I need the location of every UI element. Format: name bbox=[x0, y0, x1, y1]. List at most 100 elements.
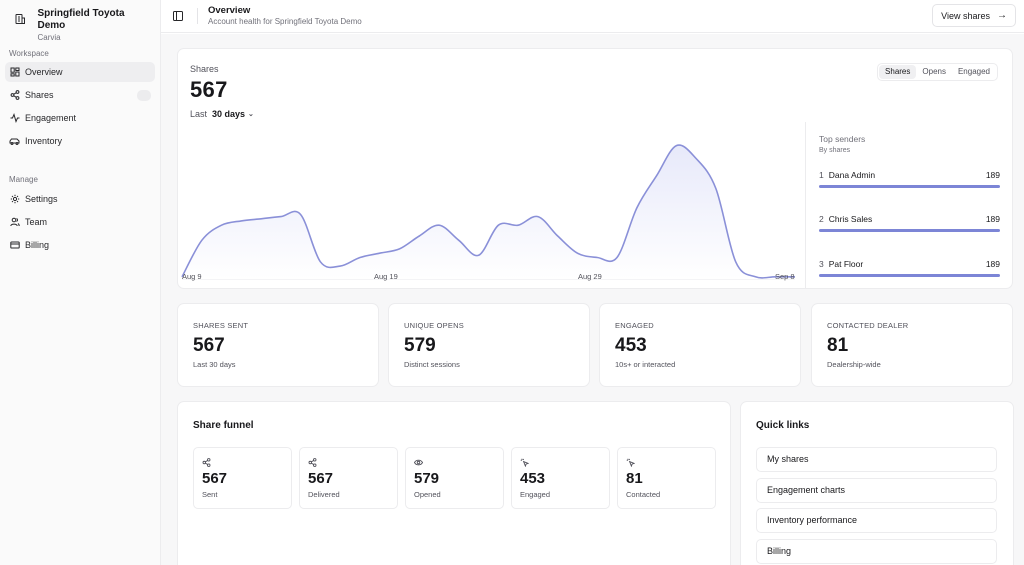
sender-name: Chris Sales bbox=[828, 214, 873, 224]
funnel-label: Opened bbox=[414, 490, 441, 499]
gear-icon bbox=[9, 194, 20, 205]
funnel-value: 453 bbox=[520, 470, 546, 487]
sender-rank: 3 bbox=[819, 259, 824, 269]
funnel-value: 567 bbox=[308, 470, 334, 487]
funnel-label: Engaged bbox=[520, 490, 551, 499]
stat-value: 579 bbox=[404, 335, 436, 356]
shares-count-badge bbox=[137, 89, 151, 101]
funnel-value: 567 bbox=[202, 470, 228, 487]
stat-card-engaged: ENGAGED 453 10s+ or interacted bbox=[599, 303, 801, 387]
sender-count: 189 bbox=[985, 259, 1000, 269]
tab-engaged[interactable]: Engaged bbox=[957, 67, 990, 76]
sender-rank: 1 bbox=[819, 170, 824, 180]
sender-share-bar bbox=[819, 229, 1000, 232]
stat-subtext: Dealership-wide bbox=[827, 360, 881, 369]
sidebar-item-shares[interactable]: Shares bbox=[5, 85, 155, 105]
view-shares-button[interactable]: View shares → bbox=[932, 4, 1016, 27]
quick-link-engagement-charts[interactable]: Engagement charts bbox=[756, 478, 997, 503]
quick-link-inventory-performance[interactable]: Inventory performance bbox=[756, 508, 997, 533]
sender-row[interactable]: 2 Chris Sales 189 bbox=[819, 213, 1000, 232]
chevron-down-icon: ⌄ bbox=[248, 111, 254, 118]
quick-link-my-shares[interactable]: My shares bbox=[756, 447, 997, 472]
funnel-label: Contacted bbox=[626, 490, 661, 499]
page-title: Overview bbox=[208, 5, 251, 16]
dashboard-icon bbox=[9, 67, 20, 78]
sender-row[interactable]: 3 Pat Floor 189 bbox=[819, 258, 1000, 277]
funnel-step-sent: 567 Sent bbox=[193, 447, 292, 509]
sender-rank: 2 bbox=[819, 214, 824, 224]
funnel-step-delivered: 567 Delivered bbox=[299, 447, 398, 509]
eye-icon bbox=[413, 456, 424, 466]
range-prefix: Last bbox=[190, 109, 208, 119]
manage-group-label: Manage bbox=[9, 175, 38, 184]
sender-count: 189 bbox=[985, 170, 1000, 180]
sender-share-bar bbox=[819, 274, 1000, 277]
sidebar-item-settings[interactable]: Settings bbox=[5, 189, 155, 209]
funnel-value: 579 bbox=[414, 470, 440, 487]
range-select[interactable]: 30 days ⌄ bbox=[212, 109, 254, 119]
users-icon bbox=[9, 217, 20, 228]
view-shares-label: View shares bbox=[941, 10, 990, 21]
sidebar-toggle-icon[interactable] bbox=[172, 10, 184, 22]
sidebar-item-overview[interactable]: Overview bbox=[5, 62, 155, 82]
org-switcher[interactable]: Springfield Toyota Demo Carvia bbox=[0, 0, 160, 42]
x-tick-label: Aug 29 bbox=[578, 272, 602, 281]
stat-label: UNIQUE OPENS bbox=[404, 321, 464, 330]
sender-count: 189 bbox=[985, 214, 1000, 224]
sidebar: Springfield Toyota Demo Carvia Workspace… bbox=[0, 0, 161, 565]
x-tick-label: Sep 8 bbox=[775, 272, 795, 281]
stat-label: CONTACTED DEALER bbox=[827, 321, 909, 330]
sidebar-item-label: Inventory bbox=[25, 136, 63, 146]
sender-share-bar bbox=[819, 185, 1000, 188]
funnel-label: Sent bbox=[202, 490, 218, 499]
sidebar-item-engagement[interactable]: Engagement bbox=[5, 108, 155, 128]
stat-card-shares-sent: SHARES SENT 567 Last 30 days bbox=[177, 303, 379, 387]
quick-links-card: Quick links My shares Engagement charts … bbox=[740, 401, 1014, 565]
top-senders-subtitle: By shares bbox=[819, 147, 851, 154]
header-divider bbox=[197, 8, 198, 24]
funnel-label: Delivered bbox=[308, 490, 340, 499]
tab-shares[interactable]: Shares bbox=[879, 65, 917, 79]
top-senders-title: Top senders bbox=[819, 134, 866, 144]
top-header: Overview Account health for Springfield … bbox=[161, 0, 1024, 33]
activity-icon bbox=[9, 113, 20, 124]
funnel-step-opened: 579 Opened bbox=[405, 447, 504, 509]
sender-row[interactable]: 1 Dana Admin 189 bbox=[819, 169, 1000, 188]
tab-opens[interactable]: Opens bbox=[922, 67, 946, 76]
stat-label: ENGAGED bbox=[615, 321, 654, 330]
sidebar-item-label: Team bbox=[25, 217, 48, 227]
sidebar-item-label: Settings bbox=[25, 194, 58, 204]
pointer-icon bbox=[520, 456, 530, 468]
quick-links-title: Quick links bbox=[756, 420, 810, 431]
credit-card-icon bbox=[9, 240, 20, 251]
arrow-right-icon: → bbox=[997, 10, 1007, 21]
stat-subtext: Distinct sessions bbox=[404, 360, 460, 369]
share-funnel-card: Share funnel 567 Sent 567 Delivered 579 … bbox=[177, 401, 731, 565]
sender-name: Pat Floor bbox=[828, 259, 864, 269]
share-icon bbox=[202, 456, 211, 467]
stat-value: 453 bbox=[615, 335, 647, 356]
main-content: Shares 567 Last 30 days ⌄ Shares Opens E… bbox=[161, 34, 1024, 565]
sidebar-item-label: Shares bbox=[25, 90, 54, 100]
sender-name: Dana Admin bbox=[828, 170, 876, 180]
stat-card-contacted-dealer: CONTACTED DEALER 81 Dealership-wide bbox=[811, 303, 1013, 387]
quick-link-billing[interactable]: Billing bbox=[756, 539, 997, 564]
sidebar-item-inventory[interactable]: Inventory bbox=[5, 131, 155, 151]
workspace-group-label: Workspace bbox=[9, 49, 49, 58]
stat-label: SHARES SENT bbox=[193, 321, 249, 330]
metric-tabs: Shares Opens Engaged bbox=[877, 63, 998, 81]
shares-area-chart bbox=[181, 144, 795, 280]
stat-card-unique-opens: UNIQUE OPENS 579 Distinct sessions bbox=[388, 303, 590, 387]
shares-label: Shares bbox=[190, 64, 219, 74]
range-row: Last 30 days ⌄ bbox=[190, 109, 254, 119]
sidebar-item-team[interactable]: Team bbox=[5, 212, 155, 232]
sidebar-item-billing[interactable]: Billing bbox=[5, 235, 155, 255]
x-tick-label: Aug 19 bbox=[374, 272, 398, 281]
page-subtitle: Account health for Springfield Toyota De… bbox=[208, 17, 362, 26]
top-senders-panel: Top senders By shares 1 Dana Admin 189 2… bbox=[805, 122, 1013, 289]
sidebar-item-label: Overview bbox=[25, 67, 63, 77]
car-icon bbox=[9, 136, 20, 147]
org-name: Springfield Toyota Demo bbox=[37, 8, 125, 31]
chart-series-line bbox=[181, 144, 795, 279]
shares-total: 567 bbox=[190, 77, 228, 102]
